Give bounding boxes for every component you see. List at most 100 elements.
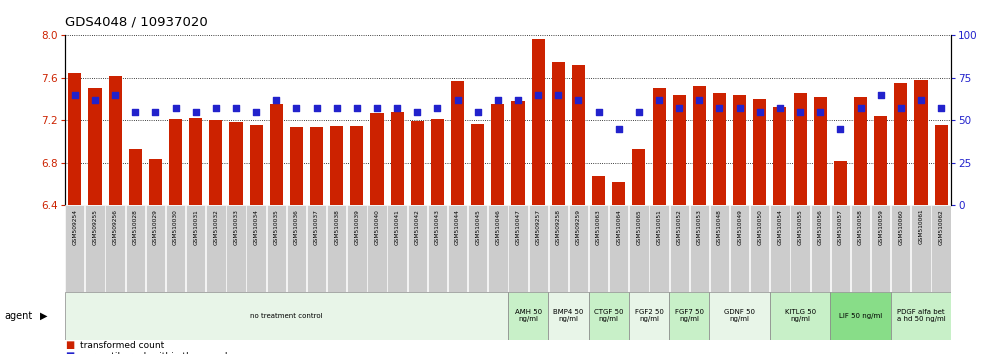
Bar <box>794 93 807 205</box>
Bar <box>891 205 910 292</box>
Bar <box>166 205 185 292</box>
Text: KITLG 50
ng/ml: KITLG 50 ng/ml <box>785 309 816 322</box>
Text: GSM510052: GSM510052 <box>676 209 681 245</box>
Bar <box>508 292 548 340</box>
Text: GSM510055: GSM510055 <box>798 209 803 245</box>
Bar <box>106 205 124 292</box>
Bar <box>669 205 689 292</box>
Bar <box>348 205 367 292</box>
Point <box>551 92 567 98</box>
Bar <box>589 292 628 340</box>
Bar <box>229 122 243 205</box>
Text: GSM510045: GSM510045 <box>475 209 480 245</box>
Bar <box>710 205 729 292</box>
Point <box>108 92 124 98</box>
Bar <box>270 104 283 205</box>
Bar <box>206 205 225 292</box>
Text: GSM510044: GSM510044 <box>455 209 460 245</box>
Bar <box>65 292 508 340</box>
Text: GSM509254: GSM509254 <box>73 209 78 245</box>
Bar <box>448 205 467 292</box>
Bar <box>209 120 222 205</box>
Point <box>329 105 345 111</box>
Bar <box>592 176 606 205</box>
Bar <box>730 205 749 292</box>
Point <box>409 109 425 115</box>
Text: GSM510028: GSM510028 <box>132 209 137 245</box>
Text: GSM510029: GSM510029 <box>153 209 158 245</box>
Bar <box>186 205 205 292</box>
Bar <box>894 83 907 205</box>
Text: GSM509255: GSM509255 <box>93 209 98 245</box>
Point <box>530 92 546 98</box>
Point <box>651 97 667 103</box>
Text: PDGF alfa bet
a hd 50 ng/ml: PDGF alfa bet a hd 50 ng/ml <box>896 309 945 322</box>
Bar <box>189 118 202 205</box>
Bar <box>226 205 246 292</box>
Point <box>813 109 829 115</box>
Text: GSM510051: GSM510051 <box>656 209 661 245</box>
Bar <box>589 205 609 292</box>
Bar <box>831 292 890 340</box>
Bar <box>89 88 102 205</box>
Bar <box>652 88 665 205</box>
Bar <box>931 205 951 292</box>
Text: GDS4048 / 10937020: GDS4048 / 10937020 <box>65 16 207 29</box>
Bar <box>750 205 770 292</box>
Point <box>510 97 526 103</box>
Bar <box>410 121 424 205</box>
Bar <box>407 205 427 292</box>
Bar <box>548 292 589 340</box>
Text: GSM510030: GSM510030 <box>173 209 178 245</box>
Point <box>389 105 405 111</box>
Text: GSM510039: GSM510039 <box>355 209 360 245</box>
Bar <box>693 86 706 205</box>
Point <box>248 109 264 115</box>
Text: GSM510038: GSM510038 <box>335 209 340 245</box>
Point <box>429 105 445 111</box>
Bar <box>330 126 344 205</box>
Bar <box>814 97 827 205</box>
Text: no treatment control: no treatment control <box>250 313 323 319</box>
Point <box>87 97 103 103</box>
Text: FGF2 50
ng/ml: FGF2 50 ng/ml <box>634 309 663 322</box>
Text: GSM510034: GSM510034 <box>254 209 259 245</box>
Bar <box>491 104 504 205</box>
Point <box>349 105 365 111</box>
Text: GSM510062: GSM510062 <box>938 209 943 245</box>
Bar <box>689 205 709 292</box>
Bar <box>713 93 726 205</box>
Point <box>127 109 143 115</box>
Point <box>892 105 908 111</box>
Bar <box>854 97 868 205</box>
Bar <box>770 292 831 340</box>
Point <box>187 109 203 115</box>
Point <box>691 97 707 103</box>
Text: LIF 50 ng/ml: LIF 50 ng/ml <box>839 313 882 319</box>
Point <box>872 92 888 98</box>
Text: GSM510059: GSM510059 <box>878 209 883 245</box>
Bar <box>287 205 306 292</box>
Point <box>611 126 626 132</box>
Text: GSM510061: GSM510061 <box>918 209 923 244</box>
Point <box>732 105 748 111</box>
Bar <box>629 205 648 292</box>
Bar <box>69 73 82 205</box>
Bar <box>128 149 141 205</box>
Bar <box>508 205 528 292</box>
Point <box>671 105 687 111</box>
Point <box>591 109 607 115</box>
Bar <box>733 95 746 205</box>
Point <box>309 105 325 111</box>
Bar <box>368 205 386 292</box>
Bar <box>549 205 568 292</box>
Text: GSM509256: GSM509256 <box>113 209 118 245</box>
Bar <box>488 205 508 292</box>
Text: BMP4 50
ng/ml: BMP4 50 ng/ml <box>553 309 584 322</box>
Bar <box>572 65 585 205</box>
Point <box>449 97 465 103</box>
Bar <box>310 127 323 205</box>
Bar <box>632 149 645 205</box>
Bar <box>672 95 686 205</box>
Bar <box>649 205 668 292</box>
